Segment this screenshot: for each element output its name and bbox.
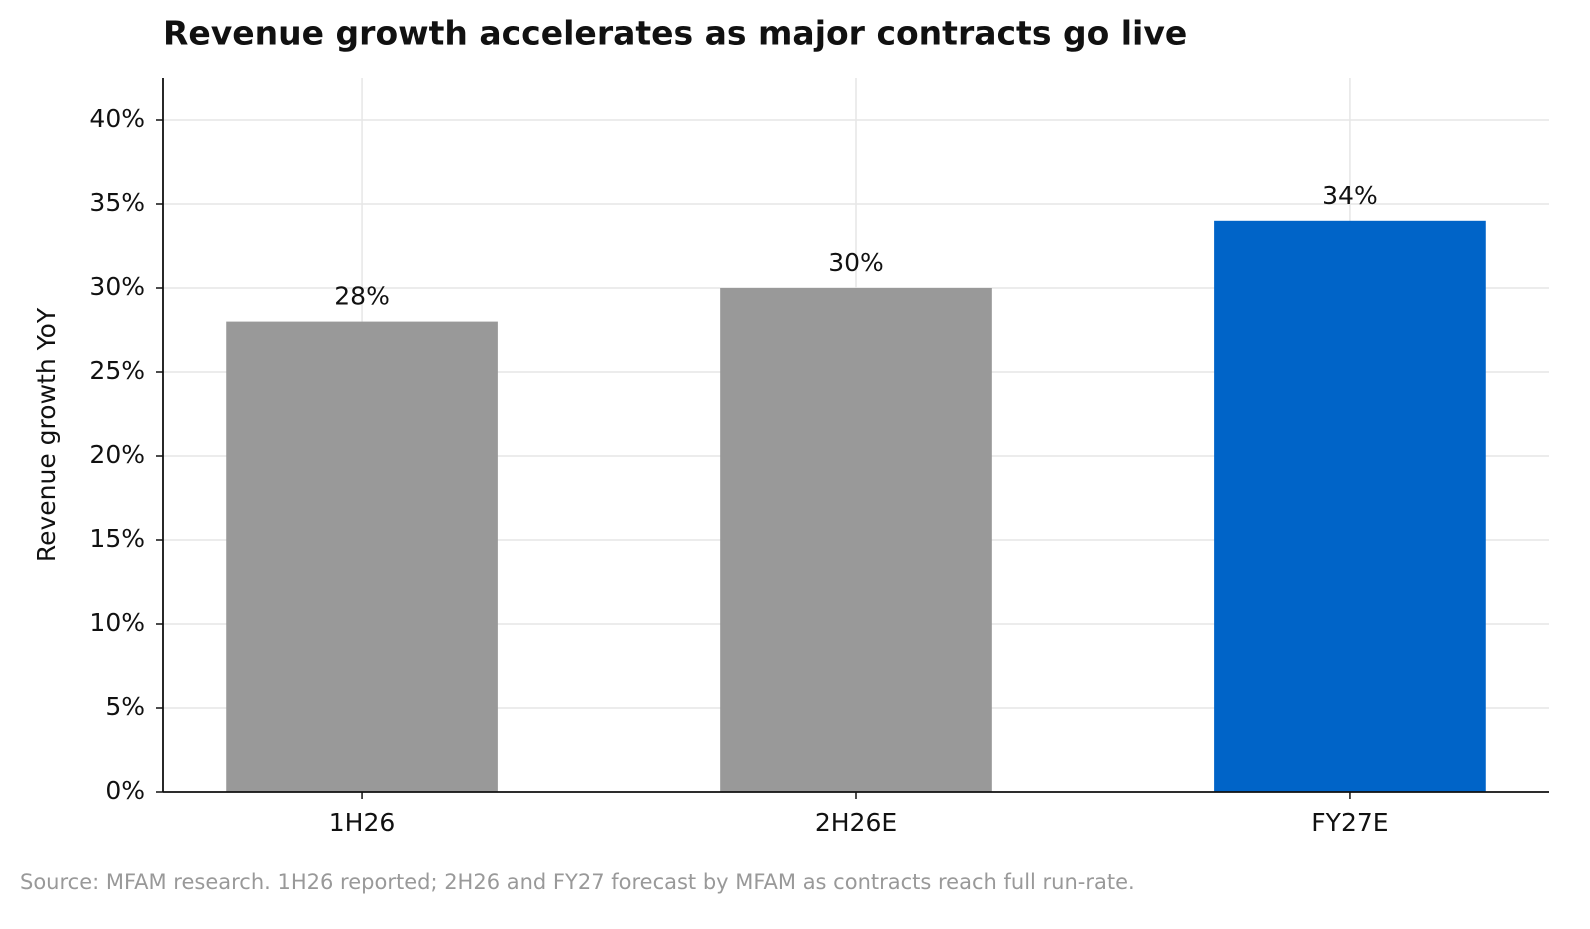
- y-tick-label: 0%: [105, 776, 145, 805]
- y-tick-label: 30%: [89, 272, 145, 301]
- y-tick-label: 5%: [105, 692, 145, 721]
- value-label: 28%: [334, 282, 390, 311]
- bar: [1214, 220, 1486, 793]
- source-note: Source: MFAM research. 1H26 reported; 2H…: [20, 870, 1135, 894]
- y-tick-label: 20%: [89, 440, 145, 469]
- value-label: 34%: [1322, 181, 1378, 210]
- chart-title: Revenue growth accelerates as major cont…: [163, 14, 1187, 53]
- y-tick-label: 10%: [89, 608, 145, 637]
- y-axis-label: Revenue growth YoY: [32, 307, 61, 562]
- bar: [720, 288, 992, 792]
- y-tick-label: 35%: [89, 188, 145, 217]
- y-tick-label: 40%: [89, 104, 145, 133]
- x-tick-label: 1H26: [329, 808, 396, 837]
- x-tick-label: FY27E: [1311, 808, 1388, 837]
- bar: [226, 321, 498, 792]
- x-tick-label: 2H26E: [815, 808, 897, 837]
- value-label: 30%: [828, 248, 884, 277]
- y-tick-label: 15%: [89, 524, 145, 553]
- y-tick-label: 25%: [89, 356, 145, 385]
